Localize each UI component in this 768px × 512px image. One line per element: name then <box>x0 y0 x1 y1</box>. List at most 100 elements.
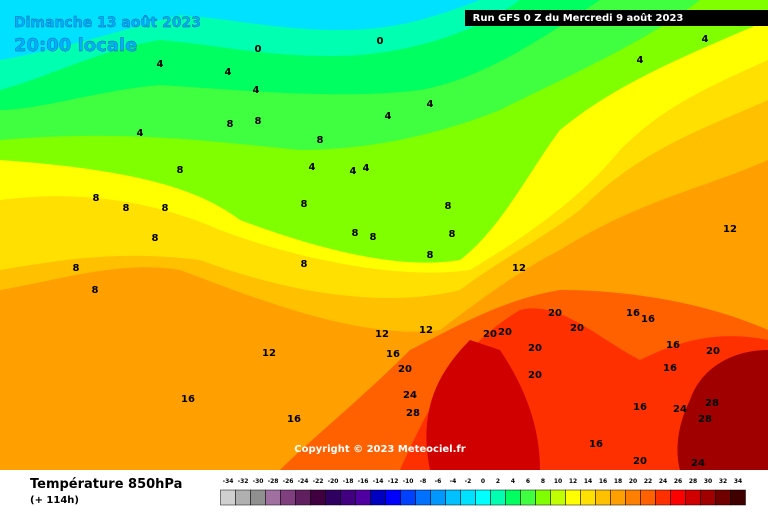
isotherm-label: 20 <box>483 329 497 340</box>
legend-swatch <box>250 489 266 506</box>
legend-tick-label: 4 <box>511 478 515 485</box>
legend-tick-label: -10 <box>403 478 414 485</box>
legend-tick-label: 14 <box>584 478 592 485</box>
legend-tick-label: -16 <box>358 478 369 485</box>
isotherm-label: 12 <box>723 224 737 235</box>
legend-swatch <box>220 489 236 506</box>
zone-28 <box>426 340 540 470</box>
legend-tick-label: -26 <box>283 478 294 485</box>
isotherm-label: 4 <box>253 85 260 96</box>
legend-tick-label: 26 <box>674 478 682 485</box>
legend-tick-label: 16 <box>599 478 607 485</box>
isotherm-label: 20 <box>528 343 542 354</box>
legend-tick-label: -32 <box>238 478 249 485</box>
isotherm-label: 8 <box>445 201 452 212</box>
isotherm-label: 28 <box>705 398 719 409</box>
isotherm-label: 20 <box>706 346 720 357</box>
variable-label: Température 850hPa <box>30 477 182 492</box>
isotherm-label: 4 <box>637 55 644 66</box>
legend-tick-label: -2 <box>465 478 472 485</box>
legend-tick-label: 28 <box>689 478 697 485</box>
legend-tick-label: -6 <box>435 478 442 485</box>
legend-swatch <box>370 489 386 506</box>
isotherm-label: 16 <box>386 349 400 360</box>
legend-swatch <box>430 489 446 506</box>
zone-0 <box>0 0 480 60</box>
legend-swatch <box>685 489 701 506</box>
legend-tick-label: -18 <box>343 478 354 485</box>
legend-tick-label: -22 <box>313 478 324 485</box>
legend-swatch <box>535 489 551 506</box>
isotherm-label: 20 <box>528 370 542 381</box>
lead-label: (+ 114h) <box>30 495 79 506</box>
legend-swatch <box>295 489 311 506</box>
legend-swatch <box>445 489 461 506</box>
legend-tick-label: 0 <box>481 478 485 485</box>
legend-swatch <box>550 489 566 506</box>
legend-tick-label: -12 <box>388 478 399 485</box>
isotherm-label: 4 <box>702 34 709 45</box>
isotherm-label: 8 <box>255 116 262 127</box>
isotherm-label: 8 <box>123 203 130 214</box>
isotherm-label: 24 <box>403 390 417 401</box>
legend-tick-label: -4 <box>450 478 457 485</box>
legend-tick-label: -20 <box>328 478 339 485</box>
isotherm-label: 8 <box>449 229 456 240</box>
isotherm-label: 4 <box>385 111 392 122</box>
legend-tick-label: 24 <box>659 478 667 485</box>
legend-tick-label: 2 <box>496 478 500 485</box>
isotherm-label: 4 <box>137 128 144 139</box>
legend-tick-label: -8 <box>420 478 427 485</box>
zone-30 <box>677 350 768 470</box>
isotherm-label: 16 <box>181 394 195 405</box>
isotherm-label: 8 <box>427 250 434 261</box>
isotherm-label: 12 <box>375 329 389 340</box>
legend-tick-label: 34 <box>734 478 742 485</box>
isotherm-label: 16 <box>589 439 603 450</box>
legend-swatch <box>235 489 251 506</box>
legend-swatch <box>565 489 581 506</box>
map-title: Dimanche 13 août 2023 <box>14 15 201 31</box>
legend-swatch <box>520 489 536 506</box>
legend-tick-label: -30 <box>253 478 264 485</box>
isotherm-label: 8 <box>93 193 100 204</box>
isotherm-label: 12 <box>419 325 433 336</box>
isotherm-label: 8 <box>92 285 99 296</box>
isotherm-label: 4 <box>225 67 232 78</box>
isotherm-label: 24 <box>673 404 687 415</box>
legend-tick-label: 22 <box>644 478 652 485</box>
legend-tick-label: 20 <box>629 478 637 485</box>
isotherm-label: 28 <box>406 408 420 419</box>
legend-swatch <box>595 489 611 506</box>
legend-swatch <box>310 489 326 506</box>
isotherm-label: 4 <box>309 162 316 173</box>
isotherm-label: 8 <box>227 119 234 130</box>
legend-tick-label: -24 <box>298 478 309 485</box>
isotherm-label: 12 <box>262 348 276 359</box>
legend-tick-label: 32 <box>719 478 727 485</box>
isotherm-label: 8 <box>352 228 359 239</box>
copyright: Copyright © 2023 Meteociel.fr <box>294 444 465 455</box>
isotherm-label: 8 <box>162 203 169 214</box>
isotherm-label: 0 <box>255 44 262 55</box>
legend-swatch <box>625 489 641 506</box>
isotherm-label: 28 <box>698 414 712 425</box>
isotherm-label: 20 <box>398 364 412 375</box>
legend-swatch <box>670 489 686 506</box>
isotherm-label: 20 <box>570 323 584 334</box>
isotherm-label: 4 <box>350 166 357 177</box>
legend-tick-label: -14 <box>373 478 384 485</box>
legend-swatch <box>415 489 431 506</box>
legend-swatch <box>475 489 491 506</box>
isotherm-label: 8 <box>177 165 184 176</box>
legend-tick-label: 12 <box>569 478 577 485</box>
legend-tick-label: 6 <box>526 478 530 485</box>
legend-swatch <box>325 489 341 506</box>
legend-swatch <box>655 489 671 506</box>
isotherm-label: 16 <box>287 414 301 425</box>
legend-swatch <box>280 489 296 506</box>
isotherm-label: 4 <box>427 99 434 110</box>
legend-swatch <box>400 489 416 506</box>
map-subtitle: 20:00 locale <box>14 35 137 56</box>
